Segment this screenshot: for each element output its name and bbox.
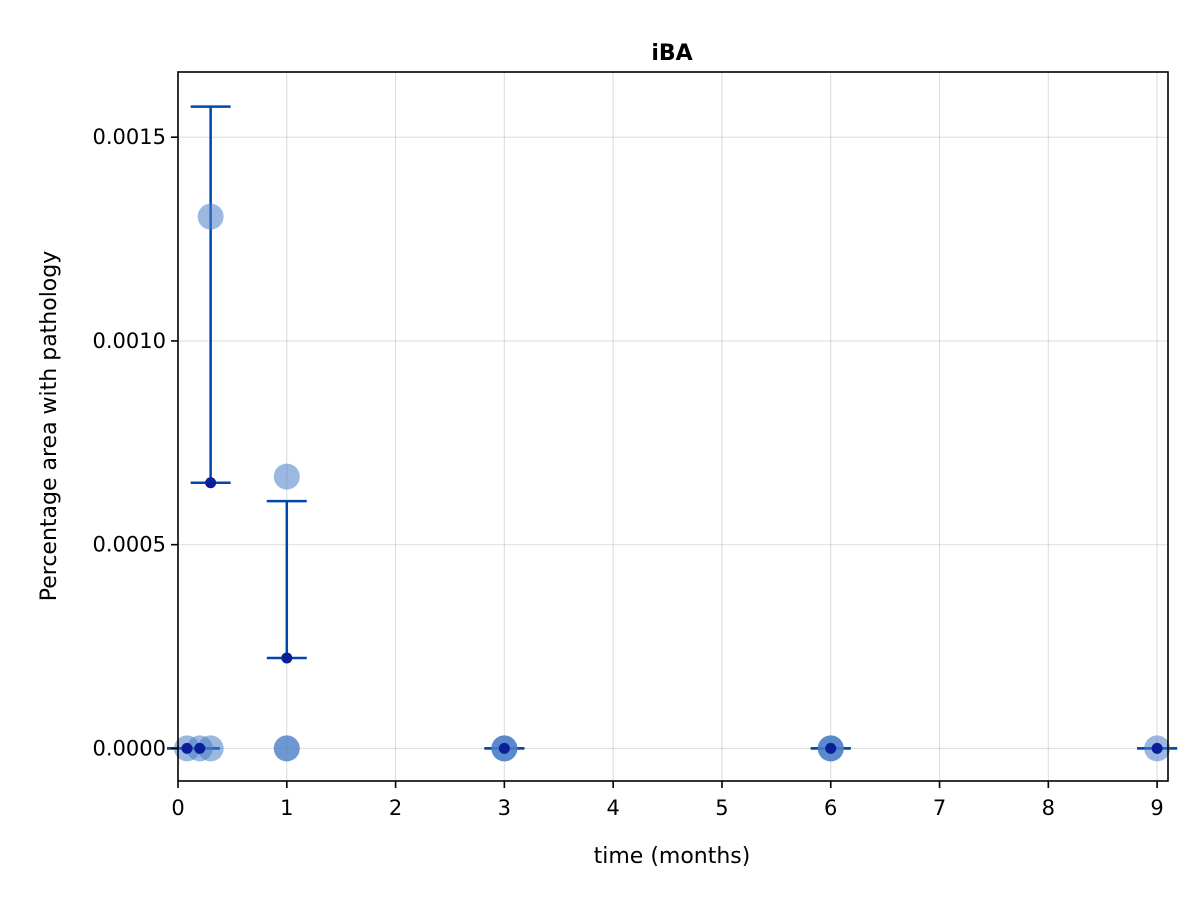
x-axis-label: time (months) <box>594 844 751 869</box>
y-axis-label: Percentage area with pathology <box>37 251 62 602</box>
data-point <box>273 735 300 762</box>
x-tick-label: 1 <box>280 796 293 820</box>
x-tick-label: 5 <box>715 796 728 820</box>
x-tick-label: 0 <box>171 796 184 820</box>
mean-marker <box>181 742 193 754</box>
data-point <box>197 203 224 230</box>
x-axis: 0 1 2 3 4 5 6 7 8 9 <box>171 781 1164 820</box>
data-point <box>273 463 300 490</box>
x-tick-label: 7 <box>933 796 946 820</box>
x-tick-label: 6 <box>824 796 837 820</box>
y-tick-label: 0.0010 <box>93 329 166 353</box>
mean-marker <box>281 652 293 664</box>
x-tick-label: 4 <box>606 796 619 820</box>
mean-marker <box>1151 742 1163 754</box>
mean-marker <box>825 742 837 754</box>
y-axis: 0.0000 0.0005 0.0010 0.0015 <box>93 125 178 760</box>
x-tick-label: 8 <box>1042 796 1055 820</box>
y-tick-label: 0.0000 <box>93 736 166 760</box>
x-tick-label: 2 <box>389 796 402 820</box>
grid <box>177 72 1168 781</box>
plot-frame <box>177 71 1169 782</box>
y-tick-label: 0.0015 <box>93 125 166 149</box>
mean-marker <box>205 477 217 489</box>
data-point <box>197 735 224 762</box>
chart-title: iBA <box>651 41 692 66</box>
data-points <box>174 203 1171 762</box>
mean-marker <box>194 742 206 754</box>
error-bars <box>167 105 1178 750</box>
mean-markers <box>181 477 1163 754</box>
mean-marker <box>498 742 510 754</box>
y-tick-label: 0.0005 <box>93 533 166 557</box>
x-tick-label: 9 <box>1150 796 1163 820</box>
x-tick-label: 3 <box>498 796 511 820</box>
